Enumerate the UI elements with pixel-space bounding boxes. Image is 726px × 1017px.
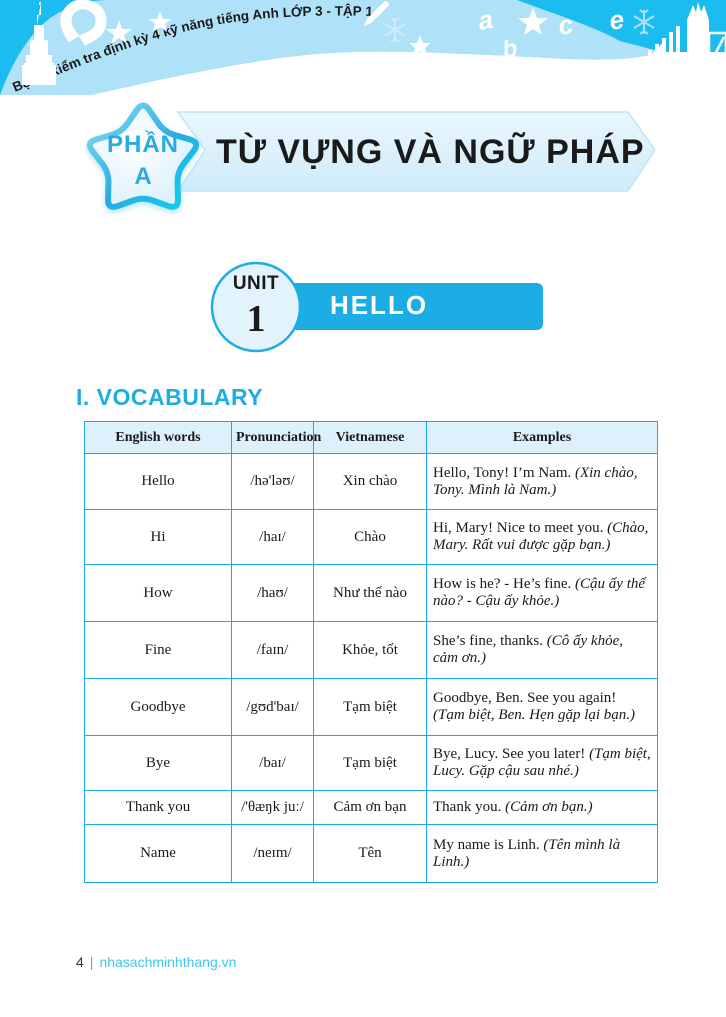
svg-text:HELLO: HELLO [330, 290, 428, 320]
svg-text:PHẦN: PHẦN [107, 130, 179, 158]
svg-text:UNIT: UNIT [233, 273, 279, 294]
svg-text:1: 1 [247, 298, 266, 340]
svg-text:TỪ VỰNG VÀ NGỮ PHÁP: TỪ VỰNG VÀ NGỮ PHÁP [216, 133, 645, 171]
svg-text:A: A [134, 163, 151, 190]
